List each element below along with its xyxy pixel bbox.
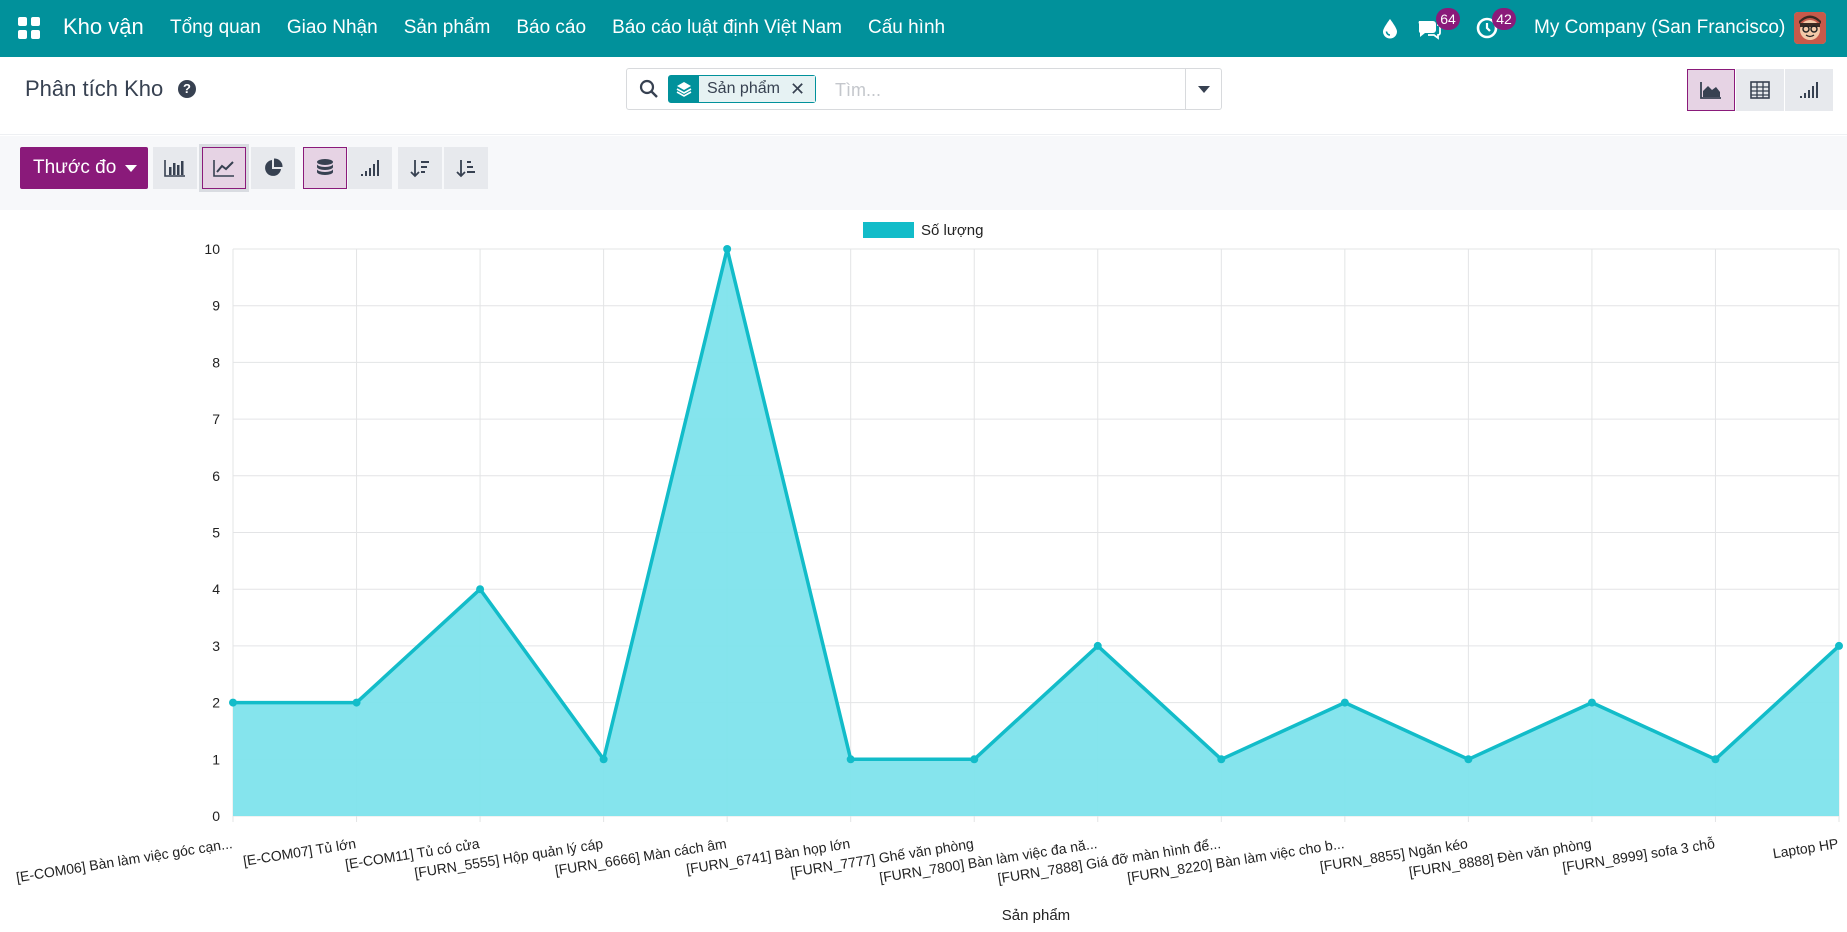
signal-bars-icon	[361, 160, 379, 176]
caret-down-icon	[125, 164, 138, 172]
area-chart-icon	[1700, 82, 1721, 99]
y-tick-label: 8	[212, 354, 220, 370]
top-navbar: Kho vận Tổng quan Giao Nhận Sản phẩm Báo…	[0, 0, 1847, 57]
y-tick-label: 9	[212, 298, 220, 314]
view-switcher	[1686, 69, 1833, 111]
graph-toolbar: Thước đo	[0, 136, 1847, 210]
sort-descending-icon	[410, 160, 429, 178]
graph-view-button[interactable]	[1687, 69, 1735, 111]
search-bar: Sản phẩm ✕	[626, 68, 1222, 110]
y-tick-label: 2	[212, 695, 220, 711]
menu-item-vn-statutory-reports[interactable]: Báo cáo luật định Việt Nam	[612, 17, 842, 38]
data-point	[229, 698, 237, 707]
data-point	[1835, 641, 1843, 650]
x-axis-title: Sản phẩm	[1002, 907, 1070, 924]
water-drop-icon[interactable]	[1380, 17, 1400, 39]
data-point	[723, 245, 732, 253]
y-tick-label: 3	[212, 638, 220, 654]
x-tick-label: [E-COM06] Bàn làm việc góc cạn...	[15, 835, 233, 885]
data-point	[476, 585, 485, 594]
menu-item-products[interactable]: Sản phẩm	[403, 17, 491, 38]
messages-count-badge: 64	[1436, 8, 1460, 30]
y-tick-label: 4	[212, 581, 220, 597]
line-chart-button[interactable]	[202, 147, 246, 189]
search-facet-label: Sản phẩm	[699, 76, 788, 102]
x-tick-label: Laptop HP	[1772, 835, 1840, 861]
database-icon	[317, 159, 333, 175]
data-point	[1217, 755, 1226, 764]
data-point	[970, 755, 979, 764]
graph-chart: 0 1 2 3 4 5 6 7 8 9 10 [E-COM06] Bàn làm việc góc c…	[0, 210, 1847, 932]
help-icon[interactable]: ?	[178, 80, 196, 98]
measures-dropdown-button[interactable]: Thước đo	[20, 147, 148, 189]
search-icon[interactable]	[639, 79, 659, 99]
area-chart: 0 1 2 3 4 5 6 7 8 9 10 [E-COM06] Bàn làm việc góc c…	[15, 222, 1843, 924]
measures-label: Thước đo	[33, 157, 117, 178]
activity-count-badge: 42	[1492, 8, 1516, 30]
main-menu: Tổng quan Giao Nhận Sản phẩm Báo cáo Báo…	[170, 17, 971, 39]
data-point	[1711, 755, 1720, 764]
app-name[interactable]: Kho vận	[63, 14, 144, 39]
menu-item-reporting[interactable]: Báo cáo	[516, 17, 587, 38]
menu-item-operations[interactable]: Giao Nhận	[286, 17, 378, 38]
sort-ascending-icon	[456, 160, 475, 178]
legend-swatch	[863, 222, 914, 238]
bar-chart-button[interactable]	[153, 147, 197, 189]
sort-descending-button[interactable]	[398, 147, 442, 189]
cumulative-toggle-button[interactable]	[348, 147, 392, 189]
stacked-toggle-button[interactable]	[303, 147, 347, 189]
data-point	[1587, 698, 1596, 707]
remove-facet-icon[interactable]: ✕	[787, 76, 816, 102]
y-tick-label: 7	[212, 411, 220, 427]
series-area	[233, 249, 1839, 816]
search-input[interactable]	[835, 77, 1175, 103]
pivot-view-button[interactable]	[1736, 69, 1784, 111]
apps-menu-icon[interactable]	[18, 17, 40, 39]
y-tick-label: 10	[204, 241, 220, 257]
control-panel: Phân tích Kho ? Sản phẩm ✕	[0, 57, 1847, 135]
data-point	[1093, 641, 1102, 650]
data-point	[352, 698, 361, 707]
y-tick-label: 0	[212, 808, 220, 824]
y-tick-label: 6	[212, 468, 220, 484]
layers-icon	[669, 76, 699, 102]
y-tick-label: 1	[212, 751, 220, 767]
sort-ascending-button[interactable]	[444, 147, 488, 189]
cohort-view-button[interactable]	[1785, 69, 1833, 111]
pie-chart-button[interactable]	[251, 147, 295, 189]
data-point	[1340, 698, 1349, 707]
pie-chart-icon	[265, 158, 283, 176]
table-grid-icon	[1750, 81, 1770, 99]
data-point	[599, 755, 608, 764]
user-avatar[interactable]	[1794, 12, 1826, 44]
line-chart-icon	[213, 160, 234, 177]
series-line	[233, 247, 1841, 762]
signal-bars-icon	[1800, 82, 1818, 98]
chevron-down-icon	[1197, 85, 1210, 93]
search-facet-group-by: Sản phẩm ✕	[668, 75, 817, 103]
page-title: Phân tích Kho	[25, 76, 164, 101]
menu-item-overview[interactable]: Tổng quan	[170, 17, 261, 38]
y-tick-label: 5	[212, 525, 220, 541]
data-point	[846, 755, 855, 764]
legend-label: Số lượng	[921, 222, 983, 239]
x-tick-label: [E-COM07] Tủ lớn	[242, 835, 357, 869]
bar-chart-icon	[164, 160, 185, 177]
company-switcher[interactable]: My Company (San Francisco)	[1534, 17, 1786, 38]
data-point	[1464, 755, 1473, 764]
menu-item-configuration[interactable]: Cấu hình	[867, 17, 946, 38]
search-options-toggle[interactable]	[1185, 69, 1221, 109]
